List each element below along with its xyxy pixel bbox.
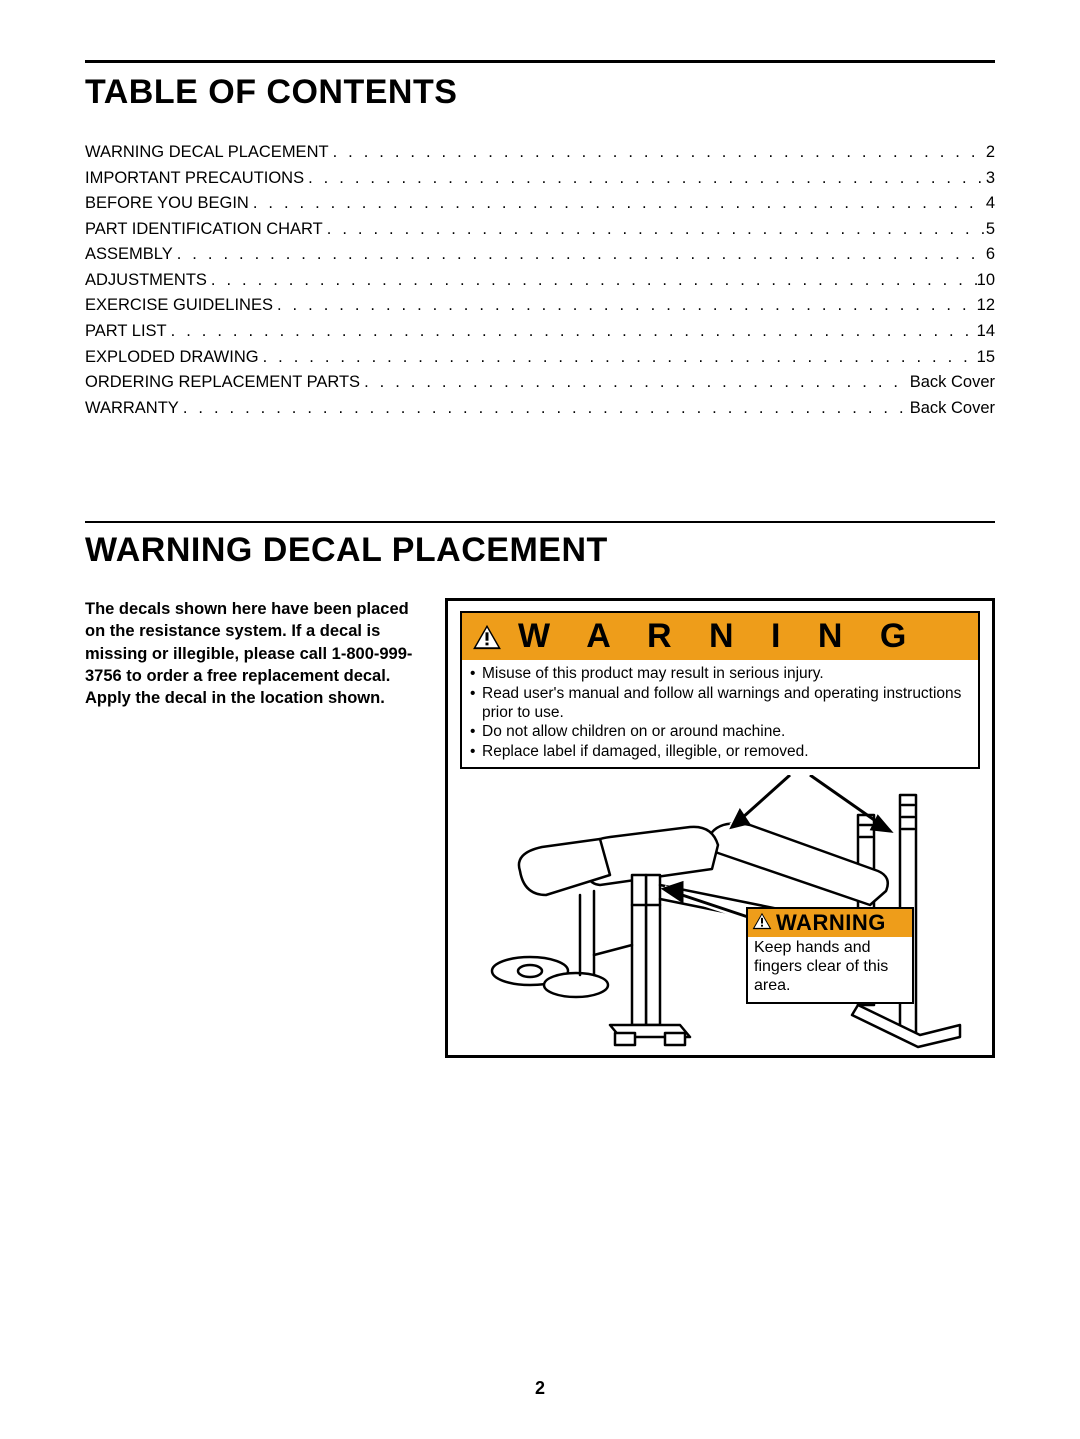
toc-entry-label: EXERCISE GUIDELINES xyxy=(85,293,273,319)
toc-leader-dots xyxy=(273,293,977,319)
rule-top xyxy=(85,60,995,63)
toc-entry-label: WARRANTY xyxy=(85,396,179,422)
warning-decal-large-body: • Misuse of this product may result in s… xyxy=(462,660,978,767)
toc-entry: WARRANTY Back Cover xyxy=(85,396,995,422)
toc-entry: ORDERING REPLACEMENT PARTS Back Cover xyxy=(85,370,995,396)
toc-entry: EXPLODED DRAWING 15 xyxy=(85,345,995,371)
toc-leader-dots xyxy=(329,140,986,166)
bullet-icon: • xyxy=(470,722,482,741)
toc-entry: WARNING DECAL PLACEMENT 2 xyxy=(85,140,995,166)
placement-heading: WARNING DECAL PLACEMENT xyxy=(85,531,995,570)
warning-decal-small-body: Keep hands and fingers clear of this are… xyxy=(748,937,912,1002)
warning-decal-large-header: W A R N I N G xyxy=(462,613,978,660)
toc-entry-page: 14 xyxy=(977,319,995,345)
toc-entry-page: Back Cover xyxy=(910,396,995,422)
warning-decal-small-title: WARNING xyxy=(776,910,886,936)
warning-bullet-text: Read user's manual and follow all warnin… xyxy=(482,684,970,723)
toc-leader-dots xyxy=(167,319,977,345)
warning-bullet-text: Misuse of this product may result in ser… xyxy=(482,664,824,683)
toc-heading: TABLE OF CONTENTS xyxy=(85,73,995,112)
toc-entry-label: PART IDENTIFICATION CHART xyxy=(85,217,323,243)
toc-leader-dots xyxy=(207,268,977,294)
toc-entry-page: 6 xyxy=(986,242,995,268)
toc-entry: BEFORE YOU BEGIN 4 xyxy=(85,191,995,217)
toc-entry-label: ADJUSTMENTS xyxy=(85,268,207,294)
toc-leader-dots xyxy=(304,166,986,192)
toc-entry-page: 3 xyxy=(986,166,995,192)
toc-leader-dots xyxy=(323,217,986,243)
toc-leader-dots xyxy=(173,242,986,268)
toc-entry-label: ORDERING REPLACEMENT PARTS xyxy=(85,370,360,396)
toc-entry-page: 4 xyxy=(986,191,995,217)
toc-entry: ADJUSTMENTS 10 xyxy=(85,268,995,294)
toc-entry-label: ASSEMBLY xyxy=(85,242,173,268)
warning-bullet: • Replace label if damaged, illegible, o… xyxy=(470,742,970,761)
intro-paragraph: The decals shown here have been placed o… xyxy=(85,598,415,709)
toc-entry: EXERCISE GUIDELINES 12 xyxy=(85,293,995,319)
warning-decal-small-header: WARNING xyxy=(748,909,912,937)
toc-list: WARNING DECAL PLACEMENT 2IMPORTANT PRECA… xyxy=(85,140,995,421)
toc-entry: PART LIST 14 xyxy=(85,319,995,345)
warning-bullet: • Read user's manual and follow all warn… xyxy=(470,684,970,723)
warning-decal-large-title: W A R N I N G xyxy=(514,617,920,656)
toc-entry-page: 2 xyxy=(986,140,995,166)
bullet-icon: • xyxy=(470,664,482,683)
toc-leader-dots xyxy=(179,396,910,422)
bullet-icon: • xyxy=(470,684,482,723)
toc-leader-dots xyxy=(360,370,910,396)
toc-entry-page: 15 xyxy=(977,345,995,371)
toc-entry-label: BEFORE YOU BEGIN xyxy=(85,191,249,217)
page-number: 2 xyxy=(85,1378,995,1399)
toc-entry-label: PART LIST xyxy=(85,319,167,345)
toc-leader-dots xyxy=(249,191,986,217)
warning-decal-large: W A R N I N G • Misuse of this product m… xyxy=(460,611,980,769)
warning-decal-small: WARNING Keep hands and fingers clear of … xyxy=(746,907,914,1004)
rule-mid xyxy=(85,521,995,523)
bench-diagram: WARNING Keep hands and fingers clear of … xyxy=(460,775,980,1058)
warning-bullet: • Do not allow children on or around mac… xyxy=(470,722,970,741)
toc-entry-label: IMPORTANT PRECAUTIONS xyxy=(85,166,304,192)
alert-triangle-icon xyxy=(752,912,772,935)
bullet-icon: • xyxy=(470,742,482,761)
toc-entry: PART IDENTIFICATION CHART 5 xyxy=(85,217,995,243)
toc-entry: ASSEMBLY 6 xyxy=(85,242,995,268)
warning-bullet-text: Do not allow children on or around machi… xyxy=(482,722,785,741)
toc-entry-page: Back Cover xyxy=(910,370,995,396)
toc-entry-label: WARNING DECAL PLACEMENT xyxy=(85,140,329,166)
toc-entry-label: EXPLODED DRAWING xyxy=(85,345,259,371)
toc-entry-page: 10 xyxy=(977,268,995,294)
toc-leader-dots xyxy=(259,345,977,371)
alert-triangle-icon xyxy=(472,624,502,650)
warning-bullet: • Misuse of this product may result in s… xyxy=(470,664,970,683)
warning-bullet-text: Replace label if damaged, illegible, or … xyxy=(482,742,809,761)
decal-figure: W A R N I N G • Misuse of this product m… xyxy=(445,598,995,1058)
toc-entry-page: 5 xyxy=(986,217,995,243)
toc-entry-page: 12 xyxy=(977,293,995,319)
toc-entry: IMPORTANT PRECAUTIONS 3 xyxy=(85,166,995,192)
